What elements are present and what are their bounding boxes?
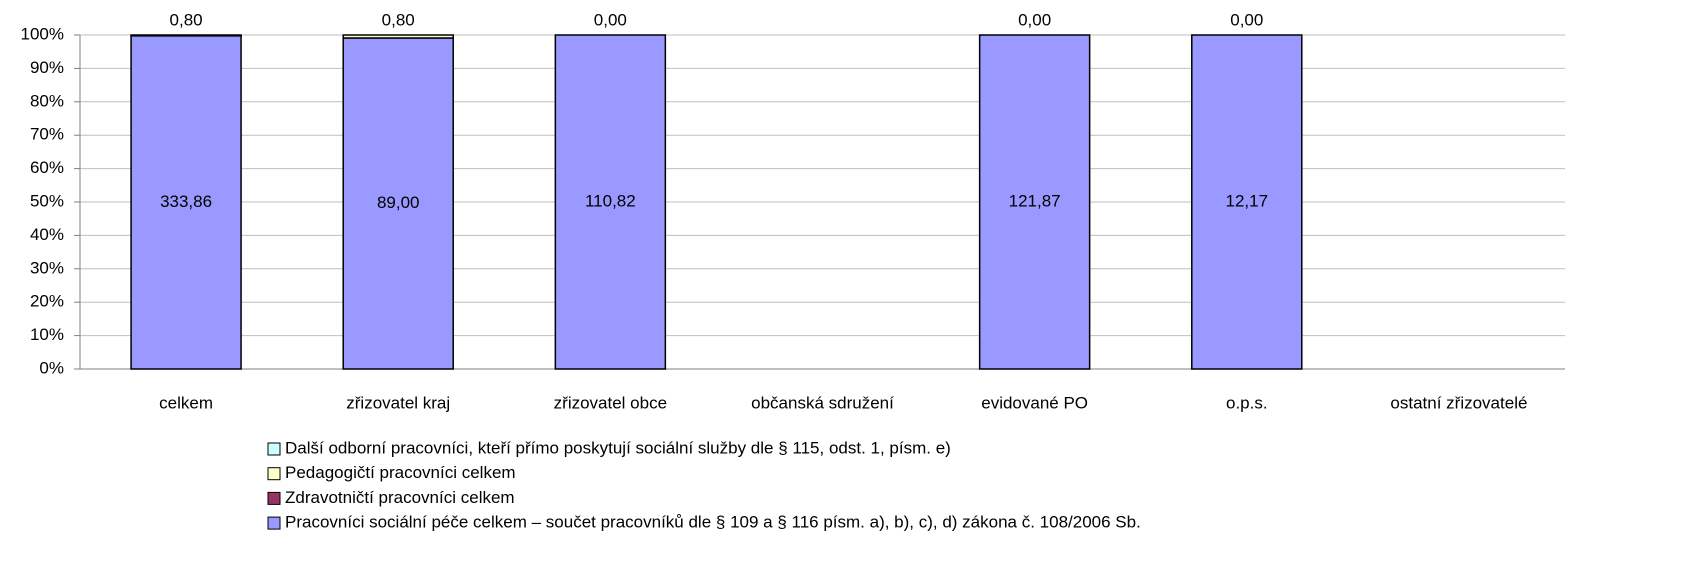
data-label: 110,82 <box>585 191 636 210</box>
y-tick-label: 70% <box>30 125 64 144</box>
legend-label: Další odborní pracovníci, kteří přímo po… <box>285 438 951 457</box>
bar-segment <box>130 34 242 37</box>
legend-swatch <box>267 442 281 456</box>
data-label: 0,00 <box>1018 10 1051 29</box>
data-label: 0,00 <box>1230 10 1263 29</box>
y-tick-label: 100% <box>21 24 64 43</box>
y-tick-label: 20% <box>30 292 64 311</box>
x-tick-label: zřizovatel kraj <box>346 393 450 412</box>
data-label: 0,80 <box>382 10 415 29</box>
y-tick-label: 40% <box>30 225 64 244</box>
x-tick-label: občanská sdružení <box>751 393 894 412</box>
legend-label: Pedagogičtí pracovníci celkem <box>285 463 516 482</box>
legend-swatch <box>267 467 281 481</box>
y-tick-label: 80% <box>30 91 64 110</box>
y-tick-label: 50% <box>30 191 64 210</box>
bar-segment <box>978 34 1091 370</box>
bar-segment <box>342 37 454 370</box>
data-label: 12,17 <box>1226 191 1269 210</box>
data-label: 0,00 <box>594 10 627 29</box>
legend-swatch <box>267 516 281 530</box>
bar-segment <box>1191 34 1303 370</box>
y-tick-label: 0% <box>39 358 64 377</box>
bar-segment <box>130 35 242 370</box>
y-tick-label: 10% <box>30 325 64 344</box>
y-tick-label: 90% <box>30 58 64 77</box>
x-tick-label: zřizovatel obce <box>554 393 667 412</box>
data-label: 121,87 <box>1009 191 1061 210</box>
x-tick-label: evidované PO <box>981 393 1088 412</box>
y-tick-label: 30% <box>30 258 64 277</box>
data-label: 0,80 <box>170 10 203 29</box>
y-tick-label: 60% <box>30 158 64 177</box>
data-label: 333,86 <box>160 192 212 211</box>
legend-label: Pracovníci sociální péče celkem – součet… <box>285 513 1141 532</box>
data-label: 89,00 <box>377 193 420 212</box>
bar-segment <box>554 34 667 370</box>
x-tick-label: celkem <box>159 393 213 412</box>
legend-label: Zdravotničtí pracovníci celkem <box>285 488 515 507</box>
bar-segment <box>342 34 454 39</box>
x-tick-label: o.p.s. <box>1226 393 1268 412</box>
legend-swatch <box>267 491 281 505</box>
x-tick-label: ostatní zřizovatelé <box>1390 393 1527 412</box>
